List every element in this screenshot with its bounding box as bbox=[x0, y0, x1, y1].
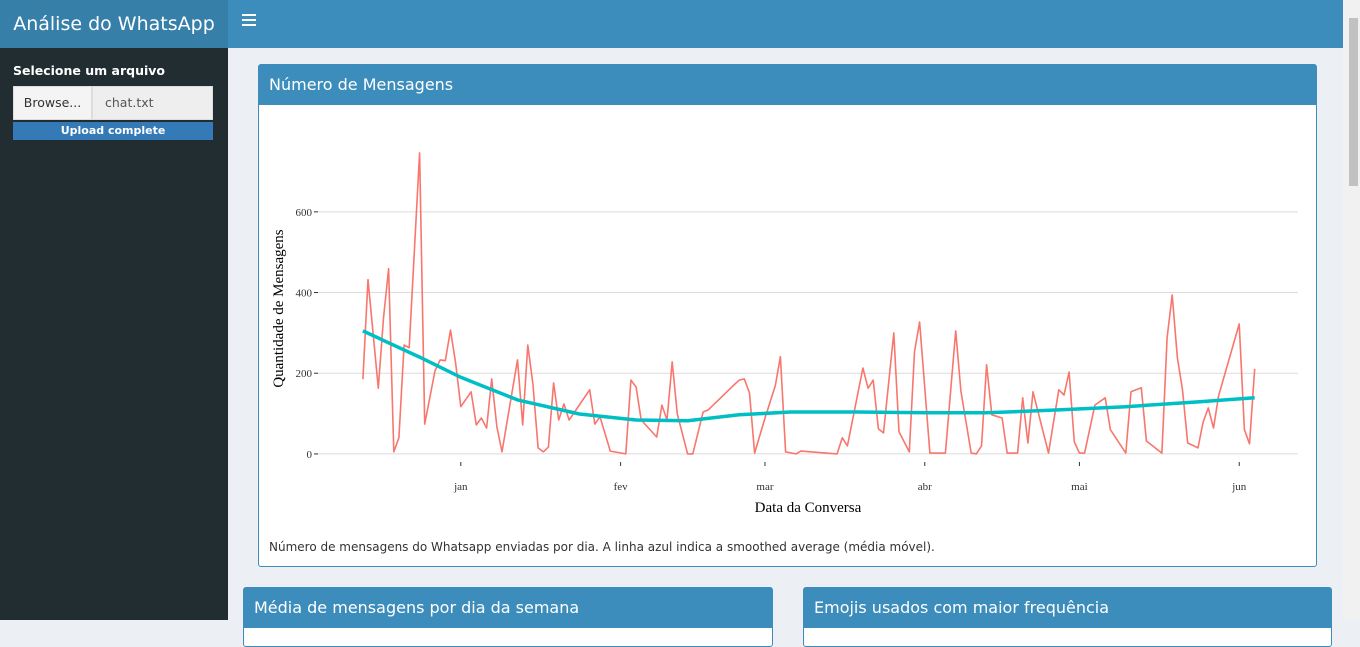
y-tick-label: 200 bbox=[296, 368, 313, 380]
box-title: Emojis usados com maior frequência bbox=[804, 588, 1331, 628]
app-title: Análise do WhatsApp bbox=[0, 0, 228, 48]
series-line bbox=[362, 152, 1256, 455]
menu-toggle[interactable] bbox=[242, 14, 256, 29]
x-tick-label: abr bbox=[918, 481, 932, 493]
scroll-thumb[interactable] bbox=[1349, 18, 1358, 186]
y-tick-label: 0 bbox=[307, 449, 313, 461]
messages-box: Número de Mensagens 0 200 400 600 jan fev mar a… bbox=[258, 64, 1317, 567]
weekday-box: Média de mensagens por dia da semana bbox=[243, 587, 773, 647]
series-line bbox=[362, 329, 1255, 423]
x-tick-label: jan bbox=[453, 481, 468, 493]
upload-status: Upload complete bbox=[13, 122, 213, 140]
y-tick-label: 600 bbox=[296, 207, 313, 219]
emoji-box: Emojis usados com maior frequência bbox=[803, 587, 1332, 647]
x-tick-label: fev bbox=[614, 481, 629, 493]
x-axis-label: Data da Conversa bbox=[755, 500, 862, 516]
browse-button[interactable]: Browse... bbox=[13, 86, 92, 120]
x-tick-label: mai bbox=[1071, 481, 1088, 493]
x-tick-label: mar bbox=[756, 481, 773, 493]
chart: 0 200 400 600 jan fev mar abr mai jun Data da Conv… bbox=[271, 152, 1298, 516]
box-title: Média de mensagens por dia da semana bbox=[244, 588, 772, 628]
box-title: Número de Mensagens bbox=[259, 65, 1316, 105]
y-axis-label: Quantidade de Mensagens bbox=[271, 229, 287, 387]
caption: Número de mensagens do Whatsapp enviadas… bbox=[269, 540, 935, 554]
sidebar: Selecione um arquivo Browse... chat.txt … bbox=[0, 48, 228, 620]
file-name: chat.txt bbox=[92, 86, 213, 120]
y-tick-label: 400 bbox=[296, 288, 313, 300]
x-tick-label: jun bbox=[1231, 481, 1247, 493]
file-label: Selecione um arquivo bbox=[13, 63, 165, 78]
